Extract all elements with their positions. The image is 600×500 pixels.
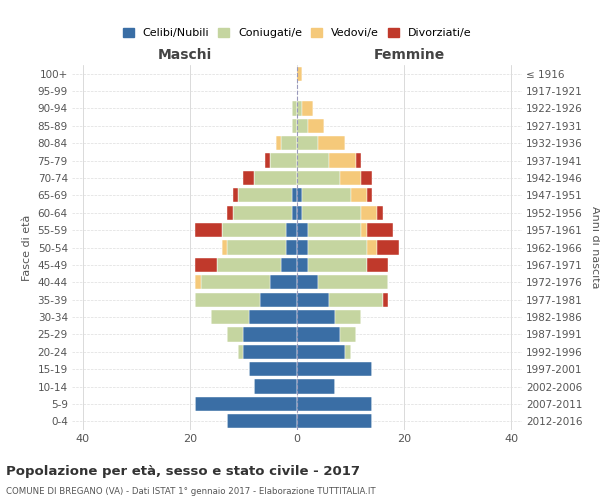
Bar bbox=[244, 171, 254, 185]
Bar bbox=[227, 206, 233, 220]
Bar bbox=[286, 240, 297, 254]
Bar bbox=[195, 275, 200, 289]
Bar bbox=[297, 275, 319, 289]
Bar bbox=[302, 188, 350, 202]
Legend: Celibi/Nubili, Coniugati/e, Vedovi/e, Divorziati/e: Celibi/Nubili, Coniugati/e, Vedovi/e, Di… bbox=[118, 23, 476, 43]
Bar bbox=[361, 206, 377, 220]
Bar bbox=[297, 154, 329, 168]
Bar bbox=[233, 206, 292, 220]
Bar bbox=[238, 188, 292, 202]
Bar bbox=[254, 171, 297, 185]
Bar bbox=[281, 136, 297, 150]
Bar bbox=[340, 328, 356, 342]
Bar bbox=[195, 258, 217, 272]
Bar bbox=[297, 397, 372, 411]
Bar bbox=[211, 310, 249, 324]
Bar bbox=[297, 240, 308, 254]
Bar bbox=[292, 118, 297, 133]
Bar bbox=[356, 154, 361, 168]
Bar bbox=[254, 380, 297, 394]
Bar bbox=[292, 102, 297, 116]
Bar bbox=[217, 258, 281, 272]
Bar bbox=[329, 292, 383, 307]
Bar bbox=[297, 258, 308, 272]
Bar bbox=[335, 310, 361, 324]
Y-axis label: Fasce di età: Fasce di età bbox=[22, 214, 32, 280]
Bar bbox=[308, 223, 361, 237]
Bar bbox=[361, 223, 367, 237]
Bar bbox=[297, 188, 302, 202]
Bar bbox=[195, 292, 260, 307]
Bar bbox=[345, 344, 350, 359]
Text: COMUNE DI BREGANO (VA) - Dati ISTAT 1° gennaio 2017 - Elaborazione TUTTITALIA.IT: COMUNE DI BREGANO (VA) - Dati ISTAT 1° g… bbox=[6, 488, 376, 496]
Bar bbox=[367, 188, 372, 202]
Bar bbox=[377, 206, 383, 220]
Bar bbox=[297, 223, 308, 237]
Bar bbox=[308, 240, 367, 254]
Bar bbox=[319, 136, 345, 150]
Bar bbox=[227, 414, 297, 428]
Bar bbox=[319, 275, 388, 289]
Text: Popolazione per età, sesso e stato civile - 2017: Popolazione per età, sesso e stato civil… bbox=[6, 465, 360, 478]
Bar bbox=[297, 344, 345, 359]
Bar bbox=[297, 206, 302, 220]
Text: Maschi: Maschi bbox=[157, 48, 212, 62]
Bar bbox=[308, 258, 367, 272]
Bar bbox=[275, 136, 281, 150]
Bar bbox=[270, 154, 297, 168]
Bar bbox=[297, 66, 302, 81]
Bar bbox=[297, 310, 335, 324]
Bar bbox=[297, 292, 329, 307]
Bar bbox=[297, 102, 302, 116]
Bar bbox=[222, 240, 227, 254]
Bar bbox=[195, 397, 297, 411]
Bar bbox=[249, 310, 297, 324]
Bar bbox=[297, 136, 319, 150]
Bar bbox=[297, 171, 340, 185]
Bar bbox=[244, 344, 297, 359]
Bar bbox=[222, 223, 286, 237]
Bar bbox=[297, 380, 335, 394]
Text: Femmine: Femmine bbox=[374, 48, 445, 62]
Bar bbox=[265, 154, 270, 168]
Bar bbox=[350, 188, 367, 202]
Bar bbox=[238, 344, 244, 359]
Bar bbox=[367, 240, 377, 254]
Bar bbox=[367, 258, 388, 272]
Bar bbox=[297, 118, 308, 133]
Bar bbox=[200, 275, 270, 289]
Bar bbox=[302, 102, 313, 116]
Bar bbox=[383, 292, 388, 307]
Bar bbox=[233, 188, 238, 202]
Bar bbox=[227, 328, 244, 342]
Bar bbox=[361, 171, 372, 185]
Bar bbox=[260, 292, 297, 307]
Bar bbox=[297, 362, 372, 376]
Bar bbox=[297, 328, 340, 342]
Bar bbox=[286, 223, 297, 237]
Bar bbox=[329, 154, 356, 168]
Bar bbox=[249, 362, 297, 376]
Bar bbox=[244, 328, 297, 342]
Bar bbox=[308, 118, 324, 133]
Bar bbox=[292, 206, 297, 220]
Bar bbox=[367, 223, 394, 237]
Bar bbox=[340, 171, 361, 185]
Bar bbox=[302, 206, 361, 220]
Bar bbox=[377, 240, 399, 254]
Bar bbox=[297, 414, 372, 428]
Bar bbox=[292, 188, 297, 202]
Bar bbox=[281, 258, 297, 272]
Bar bbox=[270, 275, 297, 289]
Bar bbox=[195, 223, 222, 237]
Y-axis label: Anni di nascita: Anni di nascita bbox=[590, 206, 599, 289]
Bar bbox=[227, 240, 286, 254]
